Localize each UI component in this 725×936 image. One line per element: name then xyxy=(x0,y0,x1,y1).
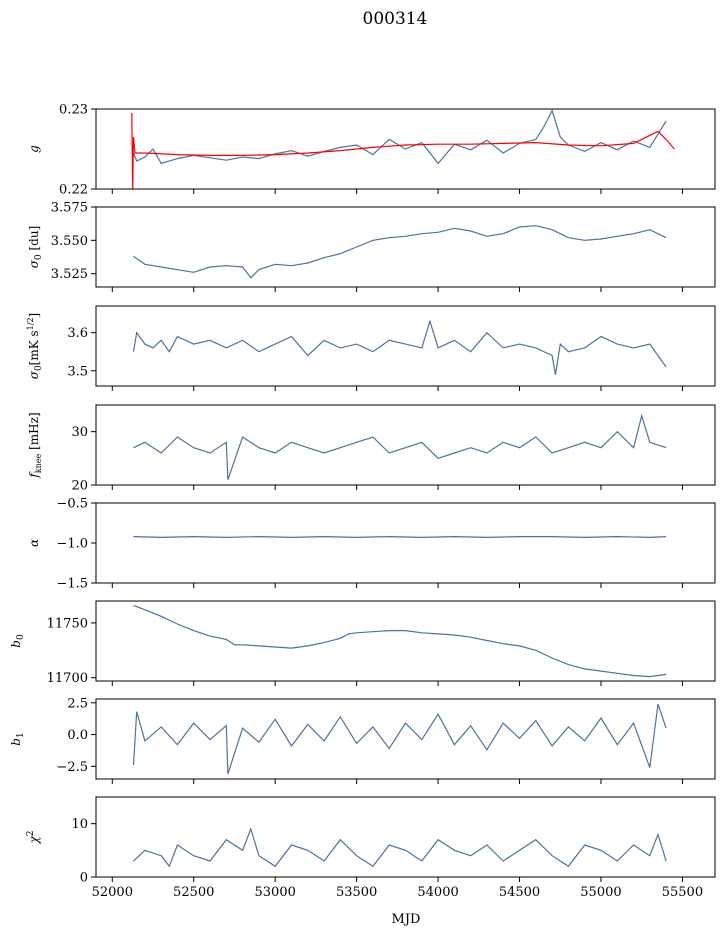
xtick-label: 52500 xyxy=(173,885,214,900)
panel-2: 3.525 3.550 3.575 σ0 [du] xyxy=(27,201,716,292)
panel-2-series-1 xyxy=(133,225,667,279)
y-axis-label-1: g xyxy=(27,145,41,153)
panel-5-ytick-label: −1.5 xyxy=(56,577,88,592)
y-axis-label-4: fknee [mHz] xyxy=(27,412,43,478)
panel-6: 11700 11750 b0 xyxy=(9,600,716,686)
panel-7-ytick-label: −2.5 xyxy=(56,760,88,775)
panel-7-series-1 xyxy=(132,703,667,775)
panel-2-ytick-label: 3.575 xyxy=(51,201,88,216)
panel-1-series-1 xyxy=(132,109,667,165)
xtick-label: 53500 xyxy=(336,885,377,900)
panel-1: 0.22 0.23 g xyxy=(27,103,716,198)
panel-6-series-1 xyxy=(133,604,667,678)
panel-8-ytick-label: 10 xyxy=(71,817,88,832)
y-axis-label-2: σ0 [du] xyxy=(27,226,44,269)
panel-5-ytick-label: −0.5 xyxy=(56,497,88,512)
panel-2-ytick-label: 3.550 xyxy=(51,234,88,249)
panel-5-ytick-label: −1.0 xyxy=(56,537,88,552)
panel-3-ytick-label: 3.6 xyxy=(67,326,88,341)
xtick-label: 55000 xyxy=(580,885,621,900)
panel-7-ytick-label: 0.0 xyxy=(67,728,88,743)
panel-8-ytick-label: 0 xyxy=(80,871,88,886)
y-axis-label-8: χ2 xyxy=(26,830,41,844)
panel-1-frame xyxy=(95,108,716,190)
panel-7-frame xyxy=(95,698,716,780)
y-axis-label-7: b1 xyxy=(9,732,26,745)
xtick-label: 55500 xyxy=(662,885,703,900)
panel-5: −1.5 −1.0 −0.5 α xyxy=(27,497,716,592)
panel-8: 0 10 52000 52500 53000 53500 54000 54500 55000 55… xyxy=(26,796,716,900)
panels: 0.22 0.23 g 3.525 3.550 3.575 σ0 [du] 3.5 3.6 σ0[… xyxy=(9,103,716,900)
panel-4-series-1 xyxy=(133,413,667,480)
xtick-label: 54500 xyxy=(499,885,540,900)
xtick-label: 54000 xyxy=(417,885,458,900)
panel-6-ytick-label: 11750 xyxy=(47,616,88,631)
panel-1-series-2 xyxy=(131,112,675,189)
panel-2-frame xyxy=(95,206,716,288)
panel-3-series-1 xyxy=(132,319,667,375)
panel-1-ytick-label: 0.22 xyxy=(59,183,88,198)
figure-title: 000314 xyxy=(363,9,428,29)
panel-4-ytick-label: 20 xyxy=(71,479,88,494)
panel-4-frame xyxy=(95,404,716,486)
panel-7: −2.5 0.0 2.5 b1 xyxy=(9,696,716,784)
y-axis-label-5: α xyxy=(27,539,41,547)
panel-3-ytick-label: 3.5 xyxy=(67,364,88,379)
panel-3-frame xyxy=(95,305,716,387)
xtick-label: 53000 xyxy=(255,885,296,900)
panel-8-series-1 xyxy=(133,827,667,868)
panel-8-frame xyxy=(95,796,716,878)
panel-5-series-1 xyxy=(133,535,667,539)
y-axis-label-3: σ0[mK s1/2] xyxy=(26,313,44,380)
panel-6-ytick-label: 11700 xyxy=(47,671,88,686)
panel-2-ytick-label: 3.525 xyxy=(51,267,88,282)
panel-4: 20 30 fknee [mHz] xyxy=(27,404,716,494)
panel-7-ytick-label: 2.5 xyxy=(67,696,88,711)
panel-1-ytick-label: 0.23 xyxy=(59,103,88,118)
panel-3: 3.5 3.6 σ0[mK s1/2] xyxy=(26,305,716,391)
panel-5-frame xyxy=(95,502,716,584)
xtick-label: 52000 xyxy=(92,885,133,900)
panel-6-frame xyxy=(95,600,716,682)
x-axis-label: MJD xyxy=(392,912,421,927)
y-axis-label-6: b0 xyxy=(9,634,26,648)
panel-4-ytick-label: 30 xyxy=(71,425,88,440)
